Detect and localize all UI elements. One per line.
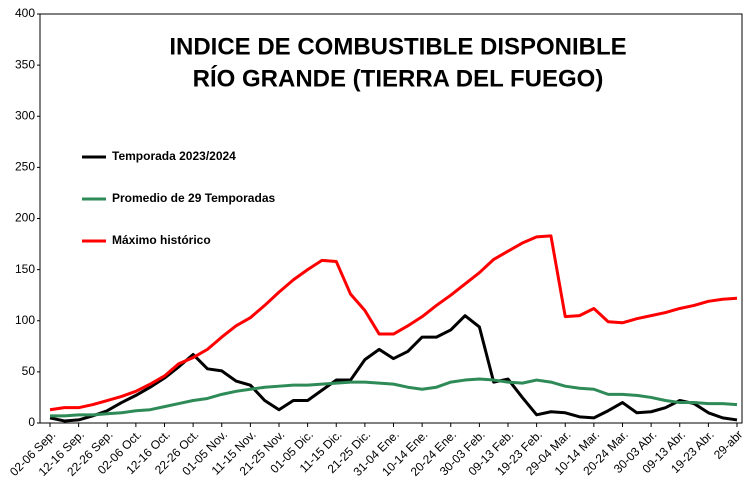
x-tick-label: 29-abr (711, 427, 744, 461)
y-tick-label: 300 (15, 108, 35, 122)
series-line (49, 234, 738, 412)
y-tick-label: 50 (22, 364, 36, 378)
y-tick-label: 400 (15, 6, 35, 20)
y-tick-label: 150 (15, 262, 35, 276)
series-line (49, 314, 738, 423)
series-line (50, 377, 738, 418)
y-tick-label: 350 (15, 57, 35, 71)
y-tick-label: 0 (28, 415, 35, 429)
chart-subtitle: RÍO GRANDE (TIERRA DEL FUEGO) (193, 64, 604, 92)
legend-label: Temporada 2023/2024 (112, 149, 236, 163)
legend-label: Promedio de 29 Temporadas (112, 191, 275, 205)
y-tick-label: 200 (15, 211, 35, 225)
chart-title: INDICE DE COMBUSTIBLE DISPONIBLE (169, 33, 626, 60)
y-tick-label: 250 (15, 160, 35, 174)
legend-label: Máximo histórico (112, 233, 211, 247)
y-tick-label: 100 (15, 313, 35, 327)
